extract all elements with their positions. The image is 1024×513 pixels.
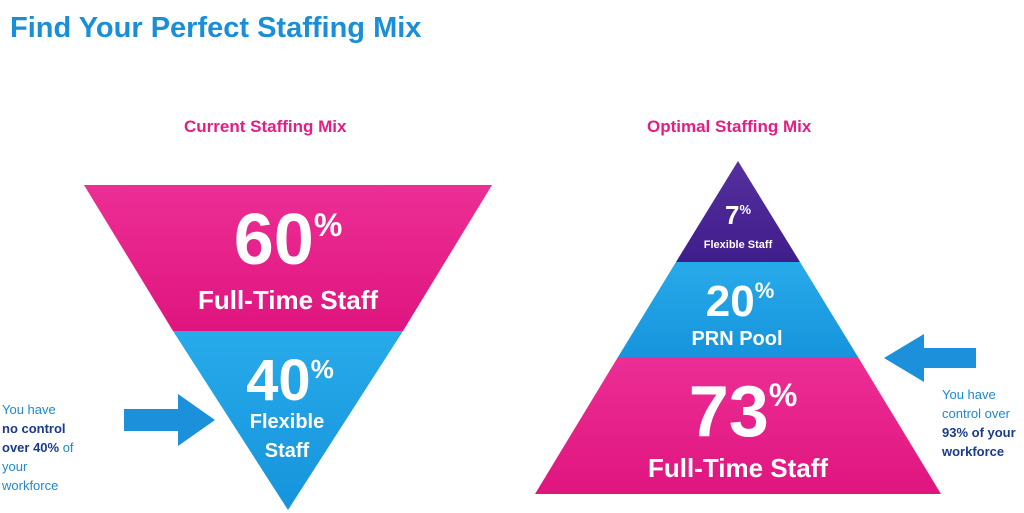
optimal-full-time-label: Full-Time Staff — [648, 453, 828, 483]
current-control-note: You have no control over 40% of your wor… — [2, 402, 74, 493]
optimal-full-time-percent: 73% — [689, 372, 798, 452]
page-title: Find Your Perfect Staffing Mix — [10, 12, 422, 44]
current-full-time-segment — [84, 185, 492, 331]
optimal-prn-percent: 20% — [706, 277, 775, 326]
current-flexible-percent: 40% — [246, 348, 334, 413]
optimal-mix-heading: Optimal Staffing Mix — [647, 117, 812, 136]
current-full-time-percent: 60% — [234, 200, 343, 280]
optimal-full-time-segment — [535, 357, 941, 494]
arrow-left-icon — [884, 334, 976, 382]
current-full-time-label: Full-Time Staff — [198, 285, 378, 315]
arrow-right-icon — [124, 394, 215, 446]
current-flexible-label-line2: Staff — [265, 440, 310, 462]
optimal-prn-label: PRN Pool — [691, 328, 782, 350]
current-flexible-segment — [173, 331, 403, 510]
optimal-flexible-percent: 7% — [725, 200, 751, 230]
current-mix-heading: Current Staffing Mix — [184, 117, 347, 136]
optimal-control-note: You have control over 93% of your workfo… — [942, 387, 1016, 459]
current-flexible-label-line1: Flexible — [250, 411, 324, 433]
optimal-mix-pyramid: 7% Flexible Staff 20% PRN Pool 73% Full-… — [535, 161, 941, 494]
optimal-prn-segment — [618, 262, 858, 357]
optimal-flexible-segment — [676, 161, 800, 262]
optimal-flexible-label: Flexible Staff — [704, 239, 773, 251]
current-mix-pyramid: 60% Full-Time Staff 40% Flexible Staff — [84, 185, 492, 510]
